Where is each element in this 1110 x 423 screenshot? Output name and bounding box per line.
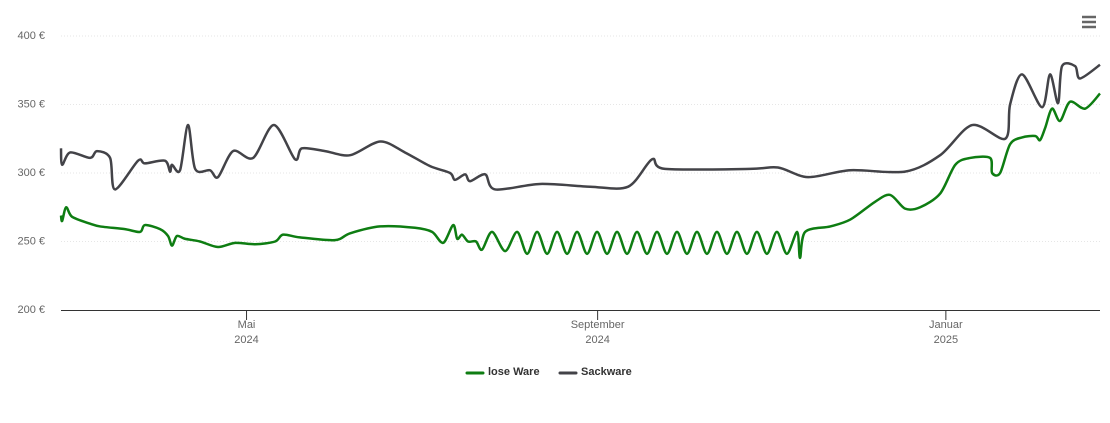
x-tick-label: September 2024 — [570, 319, 625, 346]
y-tick-label: 300 € — [17, 167, 45, 179]
legend-label: lose Ware — [488, 366, 540, 378]
y-tick-label: 350 € — [17, 98, 45, 110]
legend-label: Sackware — [581, 366, 632, 378]
y-tick-label: 200 € — [17, 304, 45, 316]
x-tick-label: Mai 2024 — [234, 319, 259, 346]
y-tick-label: 250 € — [17, 235, 45, 247]
series-line — [59, 61, 1101, 191]
y-tick-label: 400 € — [17, 30, 45, 42]
series-line — [59, 92, 1101, 260]
menu-button[interactable] — [1078, 12, 1100, 32]
x-tick-label: Januar 2025 — [929, 319, 963, 346]
